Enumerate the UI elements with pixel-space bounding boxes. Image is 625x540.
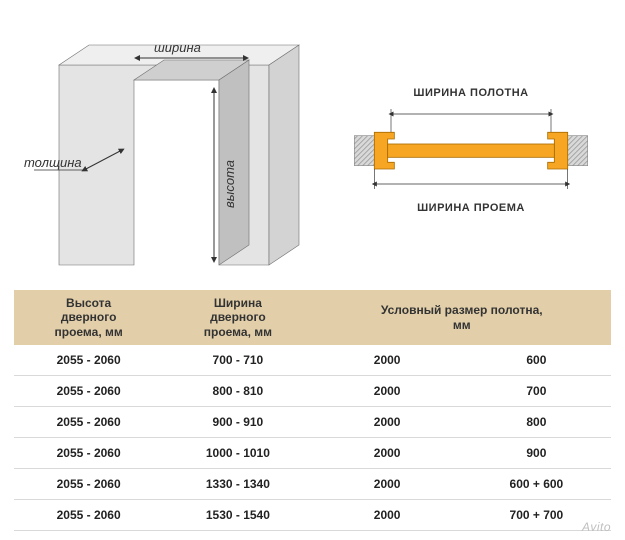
wall-diagram: ширина высота толщина bbox=[14, 10, 314, 290]
watermark: Avito bbox=[582, 520, 611, 534]
table-row: 2055 - 2060 700 - 710 2000 600 bbox=[14, 345, 611, 376]
table-body: 2055 - 2060 700 - 710 2000 600 2055 - 20… bbox=[14, 345, 611, 531]
label-thickness: толщина bbox=[24, 155, 82, 170]
table-row: 2055 - 2060 1330 - 1340 2000 600 + 600 bbox=[14, 469, 611, 500]
col-header-leaf: Условный размер полотна, мм bbox=[313, 290, 612, 345]
table-header-row: Высота дверного проема, мм Ширина дверно… bbox=[14, 290, 611, 345]
page: ширина высота толщина ШИРИНА ПОЛОТНА bbox=[0, 0, 625, 540]
col-header-height: Высота дверного проема, мм bbox=[14, 290, 163, 345]
table-row: 2055 - 2060 1000 - 1010 2000 900 bbox=[14, 438, 611, 469]
col-header-width: Ширина дверного проема, мм bbox=[163, 290, 312, 345]
table-row: 2055 - 2060 900 - 910 2000 800 bbox=[14, 407, 611, 438]
cross-label-top: ШИРИНА ПОЛОТНА bbox=[331, 87, 611, 99]
cross-section-svg bbox=[331, 99, 611, 199]
label-height: высота bbox=[222, 160, 237, 208]
table-row: 2055 - 2060 1530 - 1540 2000 700 + 700 bbox=[14, 500, 611, 531]
cross-section-diagram: ШИРИНА ПОЛОТНА bbox=[331, 10, 611, 290]
cross-label-bottom: ШИРИНА ПРОЕМА bbox=[331, 202, 611, 214]
label-width: ширина bbox=[154, 40, 201, 55]
dimensions-table: Высота дверного проема, мм Ширина дверно… bbox=[14, 290, 611, 531]
cross-section-block: ШИРИНА ПОЛОТНА bbox=[331, 87, 611, 214]
table-row: 2055 - 2060 800 - 810 2000 700 bbox=[14, 376, 611, 407]
figures-row: ширина высота толщина ШИРИНА ПОЛОТНА bbox=[14, 10, 611, 290]
